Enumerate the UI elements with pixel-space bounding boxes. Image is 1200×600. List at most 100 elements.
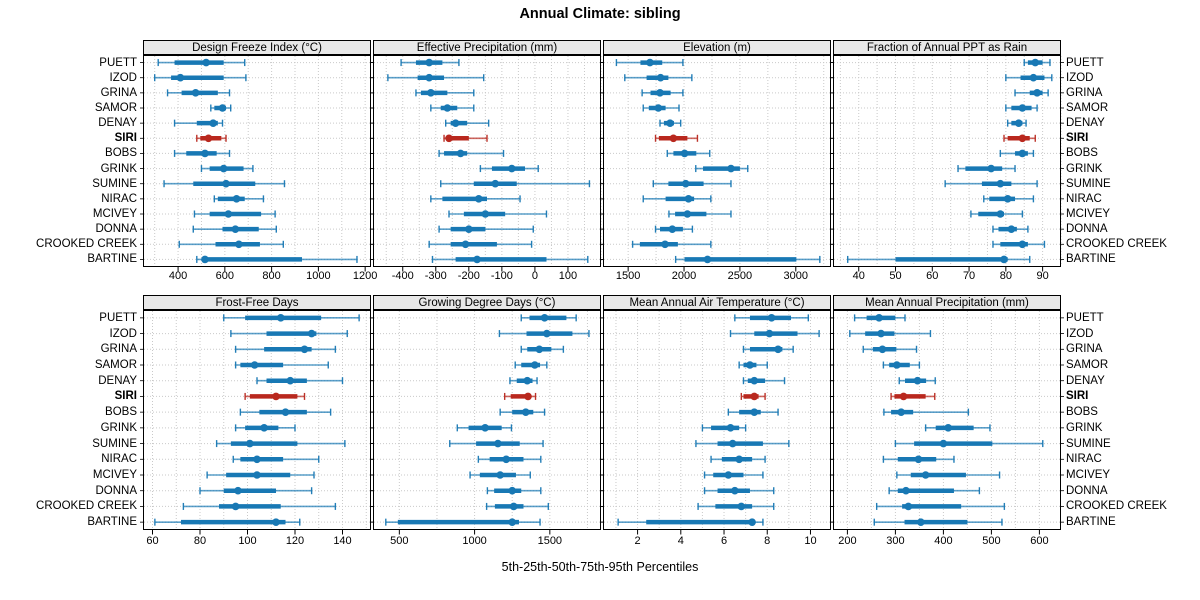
percentile-row-nirac: [710, 455, 766, 464]
panel-plot: [600, 55, 834, 272]
x-tick-label: 1000: [306, 270, 331, 282]
percentile-row-grina: [742, 345, 794, 354]
percentile-row-grina: [1014, 89, 1049, 97]
percentile-row-mcivey: [193, 210, 276, 218]
percentile-row-nirac: [213, 195, 265, 203]
percentile-row-bartine: [196, 255, 358, 264]
percentile-row-grink: [957, 164, 1016, 173]
site-label-izod: IZOD: [109, 71, 137, 84]
percentile-row-siri: [244, 392, 306, 401]
percentile-row-nirac: [642, 195, 712, 203]
x-tick-label: 70: [962, 270, 976, 282]
percentile-row-denay: [659, 119, 682, 127]
x-tick-label: 80: [999, 270, 1012, 282]
percentile-row-siri: [443, 134, 488, 143]
percentile-row-siri: [890, 392, 936, 401]
percentile-row-samor: [882, 361, 921, 369]
percentiles-caption: 5th-25th-50th-75th-95th Percentiles: [501, 560, 699, 574]
percentile-row-samor: [234, 361, 329, 369]
site-label-denay: DENAY: [1066, 117, 1105, 130]
percentile-row-crooked-creek: [178, 240, 285, 249]
x-tick-label: 60: [146, 535, 159, 547]
percentile-row-samor: [1005, 104, 1038, 112]
percentile-row-samor: [738, 361, 768, 369]
percentile-row-siri: [196, 134, 227, 143]
site-label-mcivey: MCIVEY: [92, 208, 137, 220]
percentile-row-grina: [641, 89, 684, 97]
x-tick-label: 60: [926, 270, 939, 282]
site-label-donna: DONNA: [95, 223, 137, 236]
panel-plot: [830, 55, 1064, 272]
percentile-row-grink: [200, 164, 254, 173]
site-label-bobs: BOBS: [1066, 147, 1098, 160]
panel-plot: [370, 55, 604, 272]
site-label-bartine: BARTINE: [87, 516, 137, 529]
percentile-row-sumine: [440, 179, 591, 188]
site-label-bartine: BARTINE: [1066, 253, 1116, 266]
site-label-samor: SAMOR: [94, 359, 137, 371]
percentile-row-nirac: [983, 195, 1035, 203]
percentile-row-mcivey: [448, 210, 548, 218]
site-label-izod: IZOD: [1066, 327, 1094, 340]
x-tick-label: 120: [285, 535, 305, 547]
panel-strip-title: Growing Degree Days (°C): [373, 295, 601, 310]
percentile-row-mcivey: [896, 471, 1001, 479]
percentile-row-puett: [1023, 58, 1051, 67]
site-label-grina: GRINA: [100, 86, 137, 99]
percentile-row-crooked-creek: [428, 240, 533, 249]
percentile-row-samor: [514, 361, 548, 369]
x-tick-label: 10: [804, 535, 817, 547]
x-tick-label: 50: [889, 270, 902, 282]
site-label-donna: DONNA: [1066, 223, 1108, 236]
percentile-row-donna: [992, 225, 1029, 233]
site-label-grink: GRINK: [100, 162, 137, 175]
chart-title: Annual Climate: sibling: [519, 6, 681, 22]
x-tick-label: 1500: [615, 270, 641, 282]
percentile-row-donna: [888, 486, 981, 495]
site-label-grina: GRINA: [1066, 343, 1103, 356]
site-label-siri: SIRI: [114, 132, 137, 145]
percentile-row-donna: [703, 486, 775, 495]
percentile-row-crooked-creek: [631, 240, 712, 249]
percentile-row-grina: [520, 345, 565, 354]
panel-strip-title: Effective Precipitation (mm): [373, 40, 601, 55]
site-label-bartine: BARTINE: [1066, 516, 1116, 529]
panel-plot: [140, 310, 374, 535]
percentile-row-grina: [862, 345, 918, 354]
site-label-crooked-creek: CROOKED CREEK: [1066, 500, 1167, 513]
x-tick-label: 0: [531, 270, 538, 282]
site-label-sumine: SUMINE: [1066, 437, 1111, 450]
x-tick-label: 40: [852, 270, 865, 282]
site-label-samor: SAMOR: [1066, 102, 1109, 114]
percentile-row-grink: [695, 164, 749, 173]
percentile-row-donna: [192, 225, 277, 233]
x-tick-label: 800: [262, 270, 281, 282]
site-label-sumine: SUMINE: [92, 177, 137, 190]
site-label-donna: DONNA: [1066, 484, 1108, 497]
site-label-sumine: SUMINE: [92, 437, 137, 450]
percentile-row-bobs: [438, 149, 505, 158]
percentile-row-izod: [624, 73, 693, 82]
percentile-row-siri: [1003, 134, 1036, 143]
percentile-row-mcivey: [703, 471, 764, 479]
panel-plot: [140, 55, 374, 272]
site-label-puett: PUETT: [1066, 56, 1104, 69]
percentile-row-denay: [444, 119, 490, 127]
site-label-grink: GRINK: [100, 421, 137, 434]
percentile-row-grink: [924, 424, 991, 432]
percentile-row-puett: [157, 58, 246, 67]
percentile-row-bartine: [617, 518, 764, 526]
percentile-row-puett: [400, 58, 460, 67]
percentile-row-nirac: [430, 195, 521, 203]
site-label-denay: DENAY: [1066, 374, 1105, 387]
percentile-row-sumine: [944, 179, 1038, 188]
percentile-row-izod: [849, 329, 932, 338]
percentile-row-bobs: [239, 408, 332, 416]
percentile-row-denay: [173, 119, 224, 127]
x-tick-label: 1500: [537, 535, 563, 547]
percentile-row-izod: [153, 73, 247, 82]
percentile-row-izod: [230, 329, 348, 338]
percentile-row-grink: [479, 164, 539, 173]
x-tick-label: -200: [457, 270, 480, 282]
